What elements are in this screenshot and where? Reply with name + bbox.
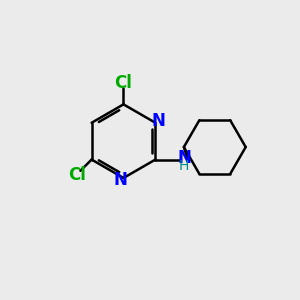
Text: H: H [179,159,189,173]
Text: Cl: Cl [68,166,86,184]
Text: N: N [113,171,127,189]
Text: N: N [177,149,191,167]
Text: N: N [152,112,166,130]
Text: Cl: Cl [115,74,132,92]
